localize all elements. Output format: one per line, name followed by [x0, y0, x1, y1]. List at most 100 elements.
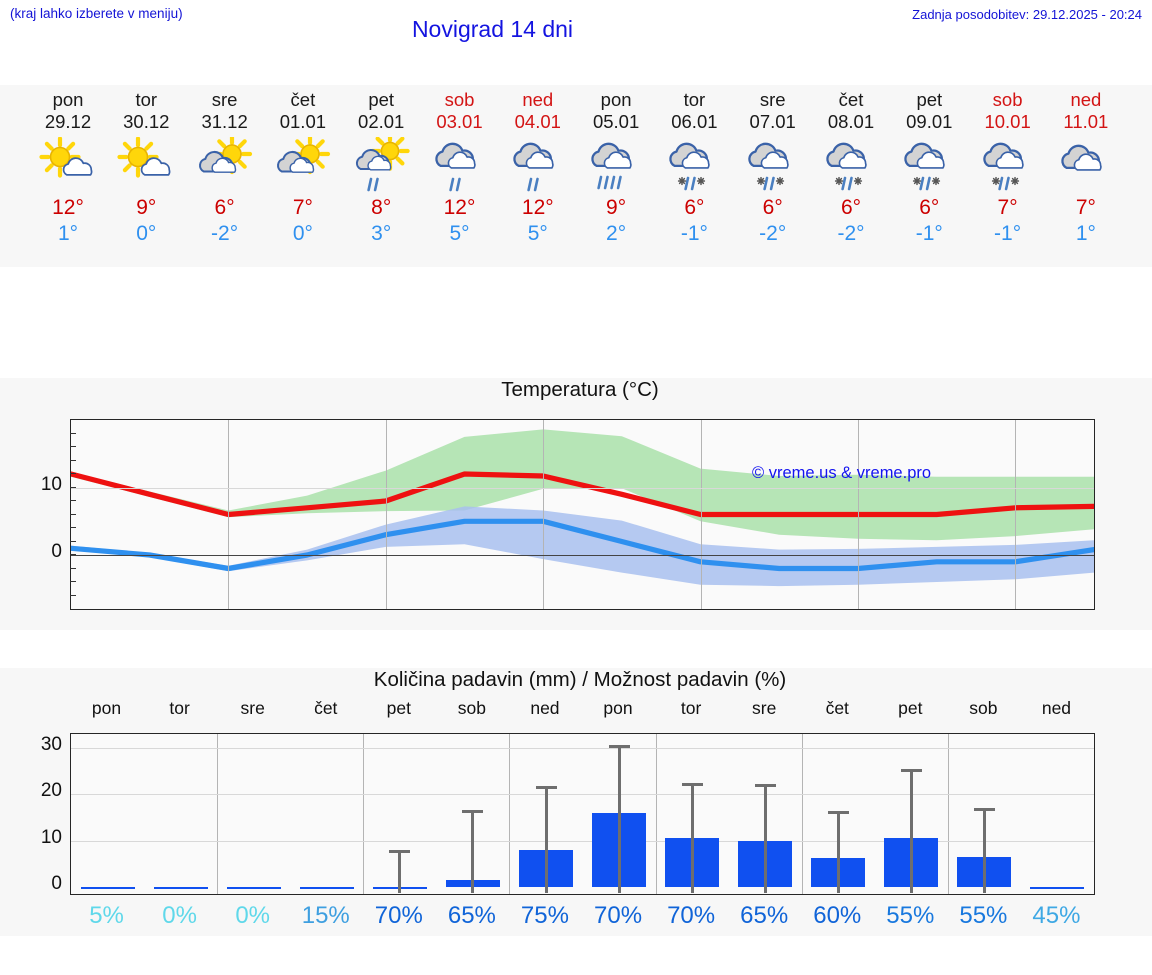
menu-hint: (kraj lahko izberete v meniju) — [10, 6, 183, 21]
day-column[interactable]: sre 31.12 6° -2° — [186, 85, 264, 247]
grid-line-20 — [71, 794, 1094, 796]
day-column[interactable]: pet 09.01 6° -1° — [890, 85, 968, 247]
day-name: sre — [759, 89, 786, 110]
grid-line-vertical — [947, 734, 949, 894]
precipitation-probability: 15% — [301, 902, 350, 929]
precipitation-bar[interactable] — [80, 887, 135, 889]
day-date: 05.01 — [592, 111, 640, 132]
precipitation-bar[interactable] — [226, 887, 281, 889]
grid-line-vertical — [655, 734, 657, 894]
precipitation-day-label: sre — [240, 698, 265, 718]
day-column[interactable]: čet 01.01 7° 0° — [264, 85, 342, 247]
grid-line-vertical — [543, 420, 545, 609]
precipitation-probability: 70% — [667, 902, 716, 929]
precipitation-whisker-cap — [754, 784, 776, 788]
grid-line-vertical — [228, 420, 230, 609]
precipitation-probability: 60% — [813, 902, 862, 929]
precipitation-whisker-cap — [973, 808, 995, 812]
day-temp-min: -1° — [994, 222, 1022, 245]
day-column[interactable]: pon 05.01 9° 2° — [577, 85, 655, 247]
day-name: ned — [522, 89, 554, 110]
temperature-axis-tick — [70, 594, 76, 596]
temperature-series-svg — [71, 429, 1094, 587]
precipitation-whisker — [763, 784, 767, 894]
day-temp-min: -2° — [211, 222, 239, 245]
day-column[interactable]: sob 03.01 12° 5° — [421, 85, 499, 247]
day-date: 01.01 — [279, 111, 327, 132]
precipitation-whisker — [398, 849, 402, 893]
precipitation-whisker-cap — [900, 768, 922, 772]
day-temp-min: 5° — [527, 222, 548, 245]
temperature-axis-tick — [70, 473, 76, 474]
day-date: 11.01 — [1063, 111, 1109, 132]
grid-line-vertical — [700, 420, 702, 609]
precipitation-day-label: pon — [91, 698, 122, 718]
day-column[interactable]: ned 04.01 12° 5° — [499, 85, 577, 247]
day-column[interactable]: čet 08.01 6° -2° — [812, 85, 890, 247]
grid-line-vertical — [857, 420, 859, 609]
precipitation-whisker — [982, 808, 986, 894]
precipitation-probability: 0% — [162, 902, 197, 929]
day-column[interactable]: sob 10.01 7° -1° — [969, 85, 1047, 247]
day-name: pon — [600, 89, 632, 110]
day-date: 29.12 — [44, 111, 92, 132]
day-temp-max: 6° — [684, 196, 705, 219]
cloud-sleet-icon — [890, 137, 968, 193]
cloud-rain-heavy-icon — [577, 137, 655, 193]
day-temp-max: 12° — [52, 196, 84, 219]
temperature-axis-tick — [70, 527, 76, 528]
temperature-y-tick-label: 0 — [51, 541, 62, 562]
precipitation-bar[interactable] — [1030, 887, 1085, 889]
day-temp-min: 2° — [606, 222, 627, 245]
grid-line-vertical — [217, 734, 219, 894]
grid-line-vertical — [363, 734, 365, 894]
day-column[interactable]: tor 06.01 6° -1° — [655, 85, 733, 247]
day-temp-max: 7° — [1075, 196, 1096, 219]
temperature-chart-title: Temperatura (°C) — [501, 378, 659, 401]
cloud-sleet-icon — [812, 137, 890, 193]
precipitation-day-label: pet — [898, 698, 923, 718]
cloud-sun-icon — [264, 137, 342, 193]
precipitation-chart-title: Količina padavin (mm) / Možnost padavin … — [373, 668, 787, 691]
cloud-icon — [1047, 137, 1125, 193]
grid-line-10 — [71, 487, 1094, 489]
min-temp-line — [71, 518, 1094, 572]
day-temp-max: 6° — [214, 196, 235, 219]
day-date: 30.12 — [123, 111, 170, 132]
precipitation-plot-area — [70, 733, 1095, 895]
precipitation-whisker — [836, 811, 840, 893]
day-name: pon — [52, 89, 84, 110]
temperature-chart-block: Temperatura (°C) 0 10 © vreme.us & vreme.… — [0, 378, 1152, 630]
temperature-y-tick-label: 10 — [40, 473, 62, 495]
day-temp-min: 0° — [292, 222, 313, 245]
day-column[interactable]: ned 11.01 7° 1° — [1047, 85, 1125, 247]
day-temp-min: 0° — [136, 222, 157, 245]
precipitation-day-label: ned — [1041, 698, 1072, 718]
precipitation-whisker-cap — [681, 782, 703, 786]
day-column[interactable]: pet 02.01 8° 3° — [342, 85, 420, 247]
precipitation-day-label: ned — [530, 698, 560, 718]
precipitation-whisker-cap — [827, 811, 849, 815]
day-temp-min: -1° — [680, 222, 708, 245]
day-temp-min: -1° — [915, 222, 943, 245]
day-name: pet — [916, 89, 943, 110]
day-date: 03.01 — [436, 111, 483, 132]
precipitation-probability: 55% — [886, 902, 935, 929]
day-temp-min: 5° — [449, 222, 470, 245]
temperature-axis-tick — [70, 500, 76, 501]
day-temp-min: -2° — [837, 222, 865, 245]
day-date: 08.01 — [827, 111, 875, 132]
copyright-credit: © vreme.us & vreme.pro — [752, 464, 932, 482]
day-column[interactable]: pon 29.12 12° 1° — [29, 85, 107, 247]
precipitation-day-label: sre — [752, 698, 777, 718]
day-column[interactable]: tor 30.12 9° 0° — [107, 85, 185, 247]
precipitation-day-label: čet — [825, 698, 849, 718]
day-column[interactable]: sre 07.01 6° -2° — [734, 85, 812, 247]
precipitation-bar[interactable] — [153, 887, 208, 889]
day-name: pet — [368, 89, 395, 110]
day-temp-max: 12° — [443, 196, 476, 219]
day-name: sob — [992, 89, 1023, 110]
day-name: ned — [1070, 89, 1102, 110]
precipitation-bar[interactable] — [299, 887, 354, 889]
precipitation-day-label: pet — [386, 698, 411, 718]
